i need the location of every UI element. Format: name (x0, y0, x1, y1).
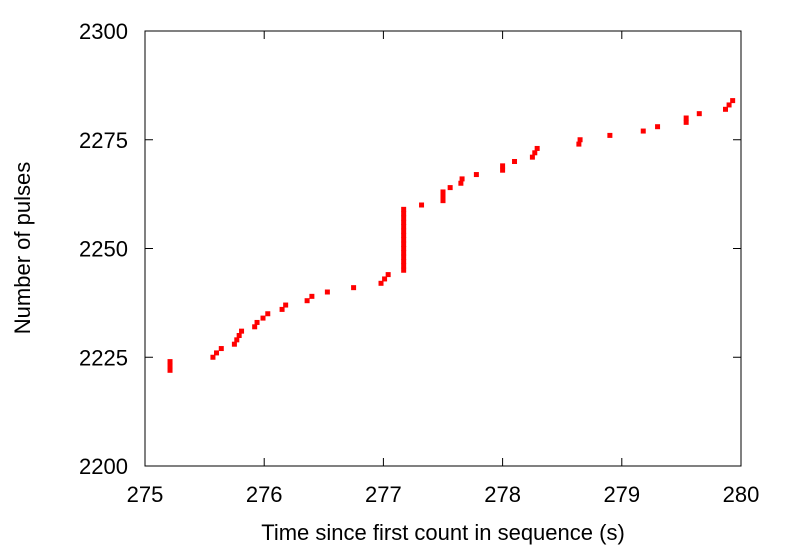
point (529, 154, 535, 160)
point (283, 302, 289, 308)
y-tick-label: 2250 (79, 237, 128, 262)
point (167, 363, 173, 369)
point (260, 315, 266, 321)
x-tick-label: 275 (127, 482, 164, 507)
point (401, 206, 407, 212)
point (458, 180, 464, 186)
point (419, 202, 425, 208)
x-axis-label: Time since first count in sequence (s) (261, 520, 625, 545)
point (447, 185, 453, 191)
x-tick-label: 279 (603, 482, 640, 507)
point (726, 102, 732, 108)
point (440, 198, 446, 204)
x-tick-label: 278 (484, 482, 521, 507)
point (607, 132, 613, 138)
point (385, 272, 391, 278)
y-tick-label: 2200 (79, 454, 128, 479)
point (577, 137, 583, 143)
point (683, 119, 689, 125)
point (252, 324, 258, 330)
point (473, 172, 479, 178)
point (401, 224, 407, 230)
point (640, 128, 646, 134)
point (512, 159, 518, 164)
y-tick-label: 2275 (79, 128, 128, 153)
point (239, 328, 245, 334)
point (231, 341, 237, 347)
point (401, 219, 407, 225)
point (401, 228, 407, 234)
point (576, 141, 582, 147)
point (378, 280, 384, 286)
point (309, 293, 315, 299)
plot-frame (144, 30, 742, 467)
point (401, 259, 407, 265)
point (265, 311, 271, 317)
point (500, 163, 506, 169)
point (401, 237, 407, 243)
point (167, 359, 173, 365)
point (723, 106, 729, 112)
point (401, 215, 407, 221)
point (236, 333, 242, 338)
y-tick-label: 2300 (79, 19, 128, 44)
point (683, 115, 689, 121)
point (214, 350, 220, 356)
point (401, 263, 407, 269)
point (401, 250, 407, 256)
point (532, 150, 538, 156)
point (401, 267, 407, 273)
point (459, 176, 465, 182)
point (382, 276, 388, 282)
point (401, 232, 407, 238)
point (401, 211, 407, 217)
point (401, 246, 407, 251)
point (696, 111, 702, 117)
x-tick-label: 280 (723, 482, 760, 507)
point (401, 241, 407, 247)
point (210, 354, 216, 360)
point (440, 189, 446, 195)
point (254, 319, 260, 325)
point (655, 124, 661, 130)
point (167, 367, 173, 373)
point (440, 193, 446, 199)
x-tick-label: 276 (246, 482, 283, 507)
point (234, 337, 240, 343)
x-tick-label: 277 (365, 482, 402, 507)
point (730, 98, 736, 104)
point (500, 167, 506, 173)
point (304, 298, 310, 304)
point (534, 145, 540, 151)
point (218, 346, 224, 352)
y-tick-label: 2225 (79, 345, 128, 370)
point (324, 289, 330, 295)
point (351, 285, 357, 291)
point (401, 254, 407, 260)
y-axis-label: Number of pulses (10, 162, 35, 334)
point (279, 306, 285, 312)
